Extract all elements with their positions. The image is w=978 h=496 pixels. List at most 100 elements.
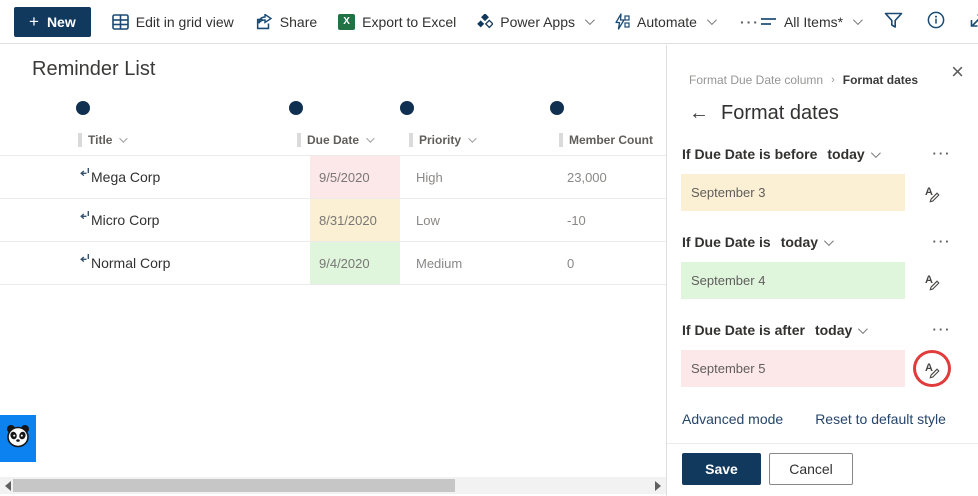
horizontal-scrollbar[interactable] xyxy=(0,477,666,494)
view-lines-icon xyxy=(760,15,777,29)
scroll-left-arrow-icon[interactable] xyxy=(5,480,11,491)
share-icon xyxy=(255,13,273,30)
condition-text: If Due Date is after xyxy=(682,322,805,338)
list-view: Reminder List Title Due Date Priority Me… xyxy=(0,45,666,477)
condition-text: If Due Date is before xyxy=(682,146,818,162)
condition-dropdown[interactable]: today xyxy=(777,234,834,250)
date-style-swatch[interactable]: September 4 xyxy=(681,262,905,299)
command-bar: + New Edit in grid view Share X Export t… xyxy=(0,0,978,44)
export-to-excel-button[interactable]: X Export to Excel xyxy=(338,13,457,30)
title-link-icon xyxy=(80,164,90,180)
condition-more-button[interactable]: ··· xyxy=(932,322,952,337)
automate-label: Automate xyxy=(637,13,697,30)
condition-dropdown-value: today xyxy=(814,322,853,338)
priority-cell: High xyxy=(416,169,443,185)
title-link-icon xyxy=(80,250,90,266)
scrollbar-thumb[interactable] xyxy=(13,479,455,492)
power-apps-label: Power Apps xyxy=(500,13,576,30)
more-commands-button[interactable]: ··· xyxy=(739,13,760,30)
chevron-down-icon xyxy=(706,15,717,26)
format-dates-panel: Format Due Date column › Format dates × … xyxy=(666,45,978,496)
condition-label-today: If Due Date is today xyxy=(682,234,834,250)
breadcrumb-current: Format dates xyxy=(842,73,919,87)
due-date-cell: 9/5/2020 xyxy=(297,156,409,198)
due-date-value: 9/5/2020 xyxy=(310,156,400,198)
due-date-value: 8/31/2020 xyxy=(310,199,400,241)
svg-text:A: A xyxy=(925,186,933,198)
automate-menu[interactable]: Automate xyxy=(613,13,717,30)
column-header-member-count-label: Member Count xyxy=(569,133,653,147)
column-header-title[interactable]: Title xyxy=(78,133,297,147)
cancel-button[interactable]: Cancel xyxy=(769,453,853,485)
plus-icon: + xyxy=(29,12,39,31)
close-icon[interactable]: × xyxy=(951,59,964,84)
export-to-excel-label: Export to Excel xyxy=(362,13,457,30)
fullscreen-button[interactable] xyxy=(969,12,978,32)
chevron-down-icon xyxy=(366,134,375,143)
panel-title: Format dates xyxy=(721,102,839,124)
edit-style-button[interactable]: A xyxy=(919,268,945,294)
condition-dropdown[interactable]: today xyxy=(811,322,869,338)
share-button[interactable]: Share xyxy=(255,13,317,30)
title-cell[interactable]: Micro Corp xyxy=(78,199,297,241)
chevron-down-icon xyxy=(584,15,595,26)
title-cell[interactable]: Normal Corp xyxy=(78,242,297,284)
breadcrumb-separator-icon: › xyxy=(831,74,835,86)
edit-in-grid-view-button[interactable]: Edit in grid view xyxy=(111,13,234,30)
title-cell[interactable]: Mega Corp xyxy=(78,156,297,198)
condition-dropdown[interactable]: today xyxy=(823,146,881,162)
row-title: Micro Corp xyxy=(91,212,160,228)
svg-text:A: A xyxy=(925,274,933,286)
table-row[interactable]: Micro Corp 8/31/2020 Low -10 xyxy=(0,199,666,242)
filter-funnel-icon xyxy=(884,12,903,32)
filter-button[interactable] xyxy=(884,12,903,32)
info-icon xyxy=(927,11,945,32)
member-count-cell: 23,000 xyxy=(567,169,607,185)
breadcrumb-parent[interactable]: Format Due Date column xyxy=(689,73,824,87)
list-rows: Mega Corp 9/5/2020 High 23,000 Micro Cor… xyxy=(0,155,666,285)
new-button[interactable]: + New xyxy=(14,6,91,37)
power-apps-menu[interactable]: Power Apps xyxy=(477,13,595,30)
expand-diagonal-icon xyxy=(969,12,978,32)
scroll-right-arrow-icon[interactable] xyxy=(655,480,661,491)
svg-text:A: A xyxy=(925,362,933,374)
due-date-cell: 9/4/2020 xyxy=(297,242,409,284)
chevron-down-icon xyxy=(870,147,881,158)
priority-cell: Low xyxy=(416,212,440,228)
reset-to-default-link[interactable]: Reset to default style xyxy=(815,411,946,427)
member-count-cell: -10 xyxy=(567,212,586,228)
panda-extension-button[interactable] xyxy=(0,415,36,462)
due-date-value: 9/4/2020 xyxy=(310,242,400,284)
column-dot xyxy=(289,101,303,115)
edit-style-button[interactable]: A xyxy=(919,180,945,206)
condition-more-button[interactable]: ··· xyxy=(932,234,952,249)
table-row[interactable]: Normal Corp 9/4/2020 Medium 0 xyxy=(0,242,666,285)
member-count-cell: 0 xyxy=(567,255,575,271)
advanced-mode-link[interactable]: Advanced mode xyxy=(682,411,784,427)
back-arrow-icon[interactable]: ← xyxy=(689,102,709,124)
column-header-due-date[interactable]: Due Date xyxy=(297,133,409,147)
grid-icon xyxy=(111,13,129,30)
edit-style-button[interactable]: A xyxy=(919,356,945,382)
date-style-swatch[interactable]: September 3 xyxy=(681,174,905,211)
excel-icon: X xyxy=(338,13,356,30)
info-button[interactable] xyxy=(927,11,945,32)
column-handle xyxy=(409,133,413,147)
date-style-swatch[interactable]: September 5 xyxy=(681,350,905,387)
row-title: Normal Corp xyxy=(91,255,171,271)
table-row[interactable]: Mega Corp 9/5/2020 High 23,000 xyxy=(0,156,666,199)
condition-more-button[interactable]: ··· xyxy=(932,146,952,161)
column-header-member-count[interactable]: Member Count xyxy=(559,133,666,147)
edit-in-grid-view-label: Edit in grid view xyxy=(135,13,234,30)
new-button-label: New xyxy=(46,13,76,30)
condition-text: If Due Date is xyxy=(682,234,771,250)
view-selector[interactable]: All Items* xyxy=(760,14,863,30)
chevron-down-icon xyxy=(119,134,129,143)
panel-heading: ← Format dates xyxy=(689,102,839,125)
column-header-priority[interactable]: Priority xyxy=(409,133,559,147)
column-header-title-label: Title xyxy=(88,133,113,147)
chevron-down-icon xyxy=(824,235,834,246)
save-button[interactable]: Save xyxy=(682,453,761,485)
row-title: Mega Corp xyxy=(91,169,161,185)
column-header-priority-label: Priority xyxy=(419,133,462,147)
